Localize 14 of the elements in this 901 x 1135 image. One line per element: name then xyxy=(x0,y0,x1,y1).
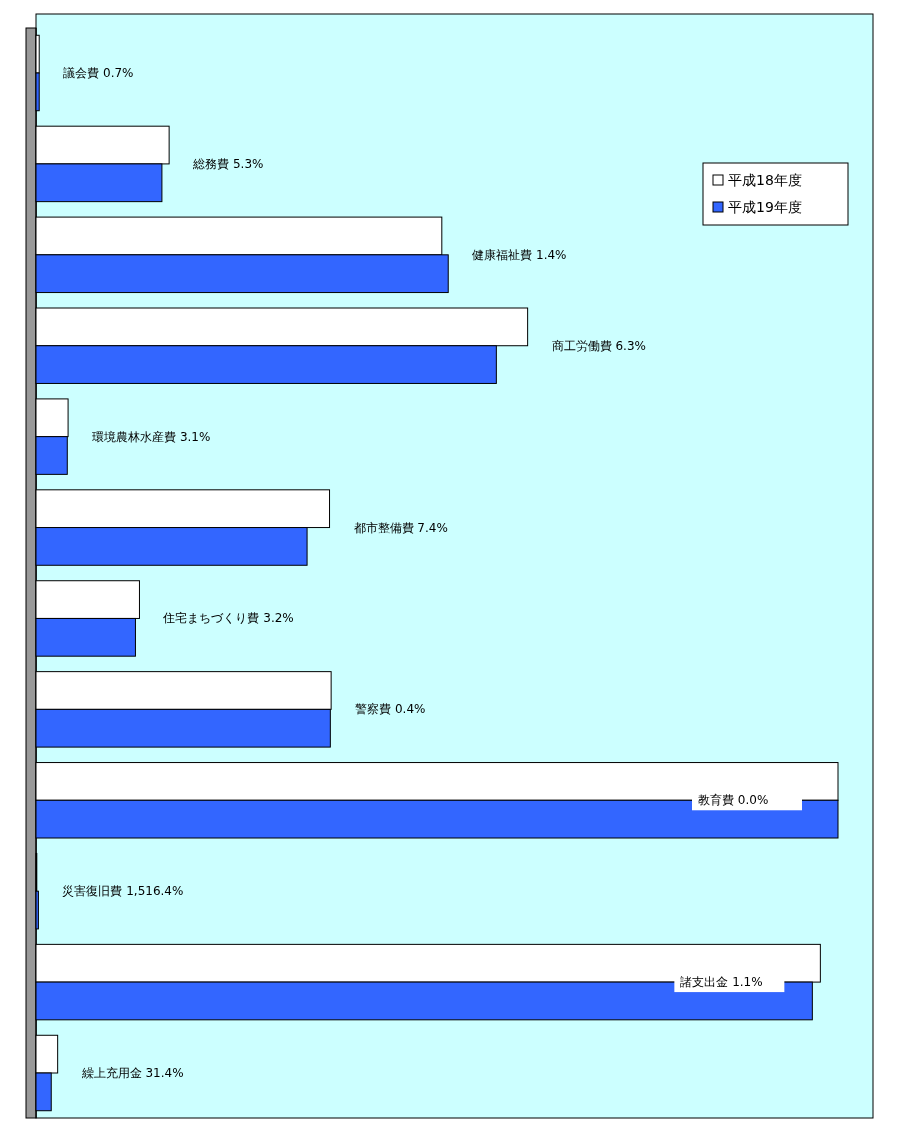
y-tick-label: 健康福祉費 1.4% xyxy=(472,247,567,262)
y-tick-label: 環境農林水産費 3.1% xyxy=(92,429,211,444)
y-tick-label: 教育費 0.0% xyxy=(698,793,769,808)
y-tick-label: 都市整備費 7.4% xyxy=(353,520,448,535)
legend-label: 平成19年度 xyxy=(728,199,802,215)
y-tick-label: 災害復旧費 1,516.4% xyxy=(62,884,184,899)
y-tick-label: 商工労働費 6.3% xyxy=(551,338,646,353)
y-tick-label: 議会費 0.7% xyxy=(63,66,134,80)
y-tick-label: 警察費 0.4% xyxy=(355,702,426,717)
y-tick-label: 住宅まちづくり費 3.2% xyxy=(162,611,294,626)
legend-label: 平成18年度 xyxy=(728,172,802,188)
y-tick-label: 繰上充用金 31.4% xyxy=(80,1066,184,1080)
y-tick-label: 諸支出金 1.1% xyxy=(680,975,763,990)
y-tick-label: 総務費 5.3% xyxy=(192,156,264,171)
